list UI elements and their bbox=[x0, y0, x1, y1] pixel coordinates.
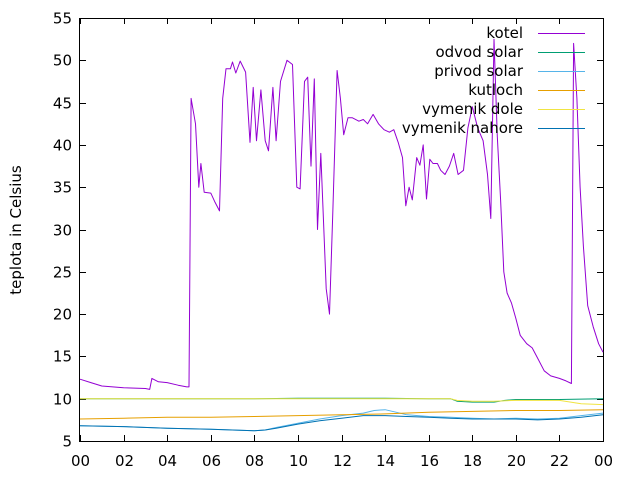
y-axis-label: teplota in Celsius bbox=[7, 165, 25, 295]
x-axis: 00 02 04 06 08 10 12 14 16 18 20 22 00 bbox=[71, 18, 613, 470]
x-tick-label: 08 bbox=[245, 452, 264, 470]
x-tick-label: 00 bbox=[594, 452, 613, 470]
series-line-4 bbox=[80, 398, 604, 406]
y-tick-label: 15 bbox=[53, 348, 72, 366]
legend-label: kotel bbox=[486, 24, 523, 42]
y-tick-label: 25 bbox=[53, 264, 72, 282]
series-line-3 bbox=[79, 409, 604, 420]
x-tick-label: 16 bbox=[420, 452, 439, 470]
y-tick-label: 40 bbox=[53, 137, 72, 155]
legend-label: vymenik dole bbox=[422, 100, 523, 118]
x-tick-label: 20 bbox=[507, 452, 526, 470]
x-tick-label: 18 bbox=[463, 452, 482, 470]
x-tick-label: 10 bbox=[289, 452, 308, 470]
series-line-5 bbox=[79, 414, 604, 432]
series-lines bbox=[79, 38, 604, 432]
y-tick-label: 30 bbox=[53, 222, 72, 240]
legend-label: privod solar bbox=[434, 62, 524, 80]
x-tick-label: 04 bbox=[158, 452, 177, 470]
y-tick-label: 35 bbox=[53, 179, 72, 197]
x-tick-label: 06 bbox=[202, 452, 221, 470]
x-tick-label: 00 bbox=[71, 452, 90, 470]
legend-label: kutloch bbox=[468, 81, 523, 99]
y-axis: 5 10 15 20 25 30 35 40 45 50 55 bbox=[53, 10, 603, 451]
y-tick-label: 55 bbox=[53, 10, 72, 28]
plot-frame bbox=[79, 18, 604, 442]
x-tick-label: 02 bbox=[115, 452, 134, 470]
y-tick-label: 50 bbox=[53, 52, 72, 70]
legend-label: odvod solar bbox=[435, 43, 523, 61]
x-tick-label: 14 bbox=[376, 452, 395, 470]
legend-label: vymenik nahore bbox=[402, 119, 523, 137]
series-line-0 bbox=[79, 38, 604, 390]
x-tick-label: 12 bbox=[333, 452, 352, 470]
x-tick-label: 22 bbox=[550, 452, 569, 470]
y-tick-label: 20 bbox=[53, 306, 72, 324]
y-tick-label: 45 bbox=[53, 95, 72, 113]
y-tick-label: 10 bbox=[53, 391, 72, 409]
y-tick-label: 5 bbox=[62, 433, 72, 451]
